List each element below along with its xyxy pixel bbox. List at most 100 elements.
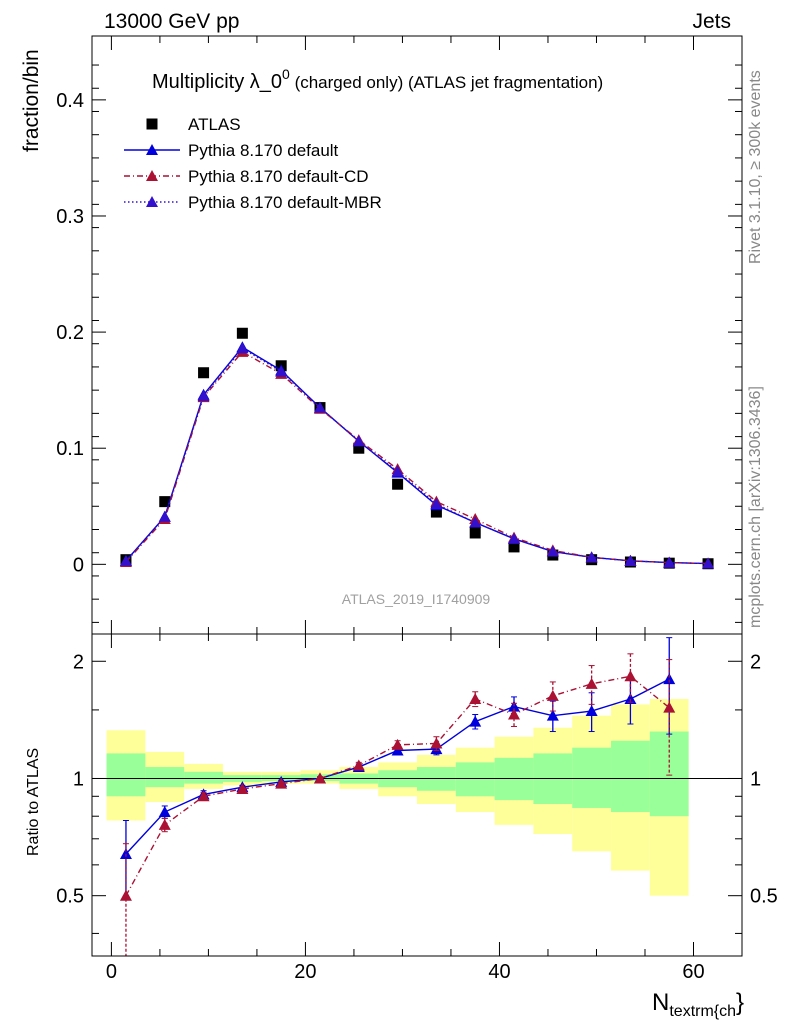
ratio-point bbox=[546, 709, 559, 721]
ratio-point bbox=[236, 782, 249, 794]
legend-marker bbox=[146, 118, 158, 130]
data-point bbox=[392, 478, 404, 490]
main-plot-panel: 00.10.20.30.4 Multiplicity λ_00 (charged… bbox=[20, 35, 743, 635]
x-tick-label: 40 bbox=[488, 961, 510, 983]
data-point bbox=[508, 541, 520, 553]
ratio-y-tick-label: 2 bbox=[73, 651, 84, 673]
legend: ATLAS Pythia 8.170 default Pythia 8.170 de… bbox=[124, 115, 382, 212]
uncertainty-band-inner bbox=[455, 762, 495, 797]
side-text-bottom: mcplots.cern.ch [arXiv:1306.3436] bbox=[747, 386, 764, 628]
data-point bbox=[546, 545, 559, 557]
data-point bbox=[236, 327, 248, 339]
ratio-y-tick-label: 0.5 bbox=[56, 886, 84, 908]
main-title-main: Multiplicity λ_0 bbox=[152, 71, 282, 93]
xlabel-sub: textrm{ch bbox=[669, 1003, 736, 1020]
y-tick-label: 0 bbox=[73, 554, 84, 576]
ratio-point bbox=[430, 737, 443, 749]
ratio-point bbox=[391, 744, 404, 756]
series-0 bbox=[120, 327, 714, 570]
ratio-y-tick-label: 1 bbox=[73, 768, 84, 790]
ratio-point bbox=[158, 818, 171, 830]
x-axis-label: Ntextrm{ch} bbox=[652, 989, 744, 1020]
ratio-y-tick-label-right: 1 bbox=[750, 768, 761, 790]
data-point bbox=[119, 554, 132, 566]
legend-label: Pythia 8.170 default bbox=[188, 141, 339, 160]
data-point bbox=[353, 442, 365, 454]
ratio-frame bbox=[91, 633, 743, 957]
data-point bbox=[585, 551, 598, 563]
series-3 bbox=[119, 342, 715, 569]
x-tick-label: 60 bbox=[682, 961, 704, 983]
series-line bbox=[125, 347, 709, 565]
data-point bbox=[275, 365, 288, 377]
y-tick-label: 0.4 bbox=[56, 90, 84, 112]
y-tick-label: 0.2 bbox=[56, 322, 84, 344]
series-1 bbox=[119, 341, 715, 569]
x-tick-label: 20 bbox=[294, 961, 316, 983]
ratio-plot-panel: 0.5 0.51 12 20 20 40 60 Ratio to ATLAS Ntextrm… bbox=[25, 633, 778, 1020]
watermark: ATLAS_2019_I1740909 bbox=[342, 591, 491, 607]
ratio-point bbox=[585, 705, 598, 717]
xlabel-tail: } bbox=[736, 989, 744, 1016]
ratio-point bbox=[352, 759, 365, 771]
ratio-ylabel: Ratio to ATLAS bbox=[25, 748, 42, 856]
ratio-point bbox=[546, 689, 559, 701]
header-left: 13000 GeV pp bbox=[104, 10, 239, 33]
data-point bbox=[197, 389, 210, 401]
y-tick-label: 0.3 bbox=[56, 206, 84, 228]
data-point bbox=[391, 465, 404, 477]
data-point bbox=[236, 342, 249, 354]
uncertainty-band-inner bbox=[649, 731, 689, 817]
data-point bbox=[430, 506, 442, 518]
main-title-sup: 0 bbox=[282, 66, 290, 82]
uncertainty-band-inner bbox=[611, 740, 650, 813]
ratio-point bbox=[624, 670, 637, 682]
ratio-point bbox=[391, 738, 404, 750]
legend-marker bbox=[146, 144, 158, 155]
ratio-point bbox=[585, 677, 598, 689]
ratio-point bbox=[275, 777, 288, 789]
main-title-rest: (charged only) (ATLAS jet fragmentation) bbox=[290, 73, 603, 92]
main-title: Multiplicity λ_00 (charged only) (ATLAS … bbox=[152, 66, 603, 93]
data-point bbox=[352, 435, 365, 447]
x-tick-label: 0 bbox=[106, 961, 117, 983]
ratio-point bbox=[119, 847, 132, 859]
data-point bbox=[508, 532, 521, 544]
ratio-point bbox=[624, 693, 637, 705]
ratio-point bbox=[158, 806, 171, 818]
ratio-point bbox=[663, 673, 676, 685]
data-point bbox=[159, 496, 171, 508]
uncertainty-band-inner bbox=[572, 747, 612, 808]
header-right: Jets bbox=[692, 10, 731, 33]
data-point bbox=[469, 527, 481, 539]
ratio-point bbox=[469, 715, 482, 727]
uncertainty-band-inner bbox=[184, 771, 223, 784]
data-point bbox=[313, 401, 326, 413]
legend-marker bbox=[146, 196, 158, 207]
uncertainty-band-inner bbox=[106, 753, 146, 797]
ratio-point bbox=[663, 701, 676, 713]
data-point bbox=[158, 510, 171, 522]
ratio-point bbox=[313, 772, 326, 784]
ratio-point bbox=[508, 708, 521, 720]
legend-label: ATLAS bbox=[188, 115, 241, 134]
series-2 bbox=[119, 345, 715, 569]
y-tick-label: 0.1 bbox=[56, 438, 84, 460]
data-point bbox=[624, 554, 637, 566]
data-point bbox=[198, 367, 210, 379]
series-line bbox=[125, 346, 709, 565]
data-point bbox=[469, 516, 482, 528]
main-ylabel: fraction/bin bbox=[20, 49, 43, 152]
legend-label: Pythia 8.170 default-CD bbox=[188, 167, 369, 186]
ratio-y-tick-label-right: 2 bbox=[750, 651, 761, 673]
legend-label: Pythia 8.170 default-MBR bbox=[188, 193, 382, 212]
side-text-top: Rivet 3.1.10, ≥ 300k events bbox=[747, 70, 764, 264]
data-point bbox=[430, 497, 443, 509]
ratio-y-tick-label-right: 0.5 bbox=[750, 886, 778, 908]
ratio-point bbox=[119, 889, 132, 901]
legend-marker bbox=[146, 170, 158, 181]
data-point bbox=[702, 557, 715, 569]
xlabel-main: N bbox=[652, 989, 669, 1016]
ratio-point bbox=[469, 693, 482, 705]
